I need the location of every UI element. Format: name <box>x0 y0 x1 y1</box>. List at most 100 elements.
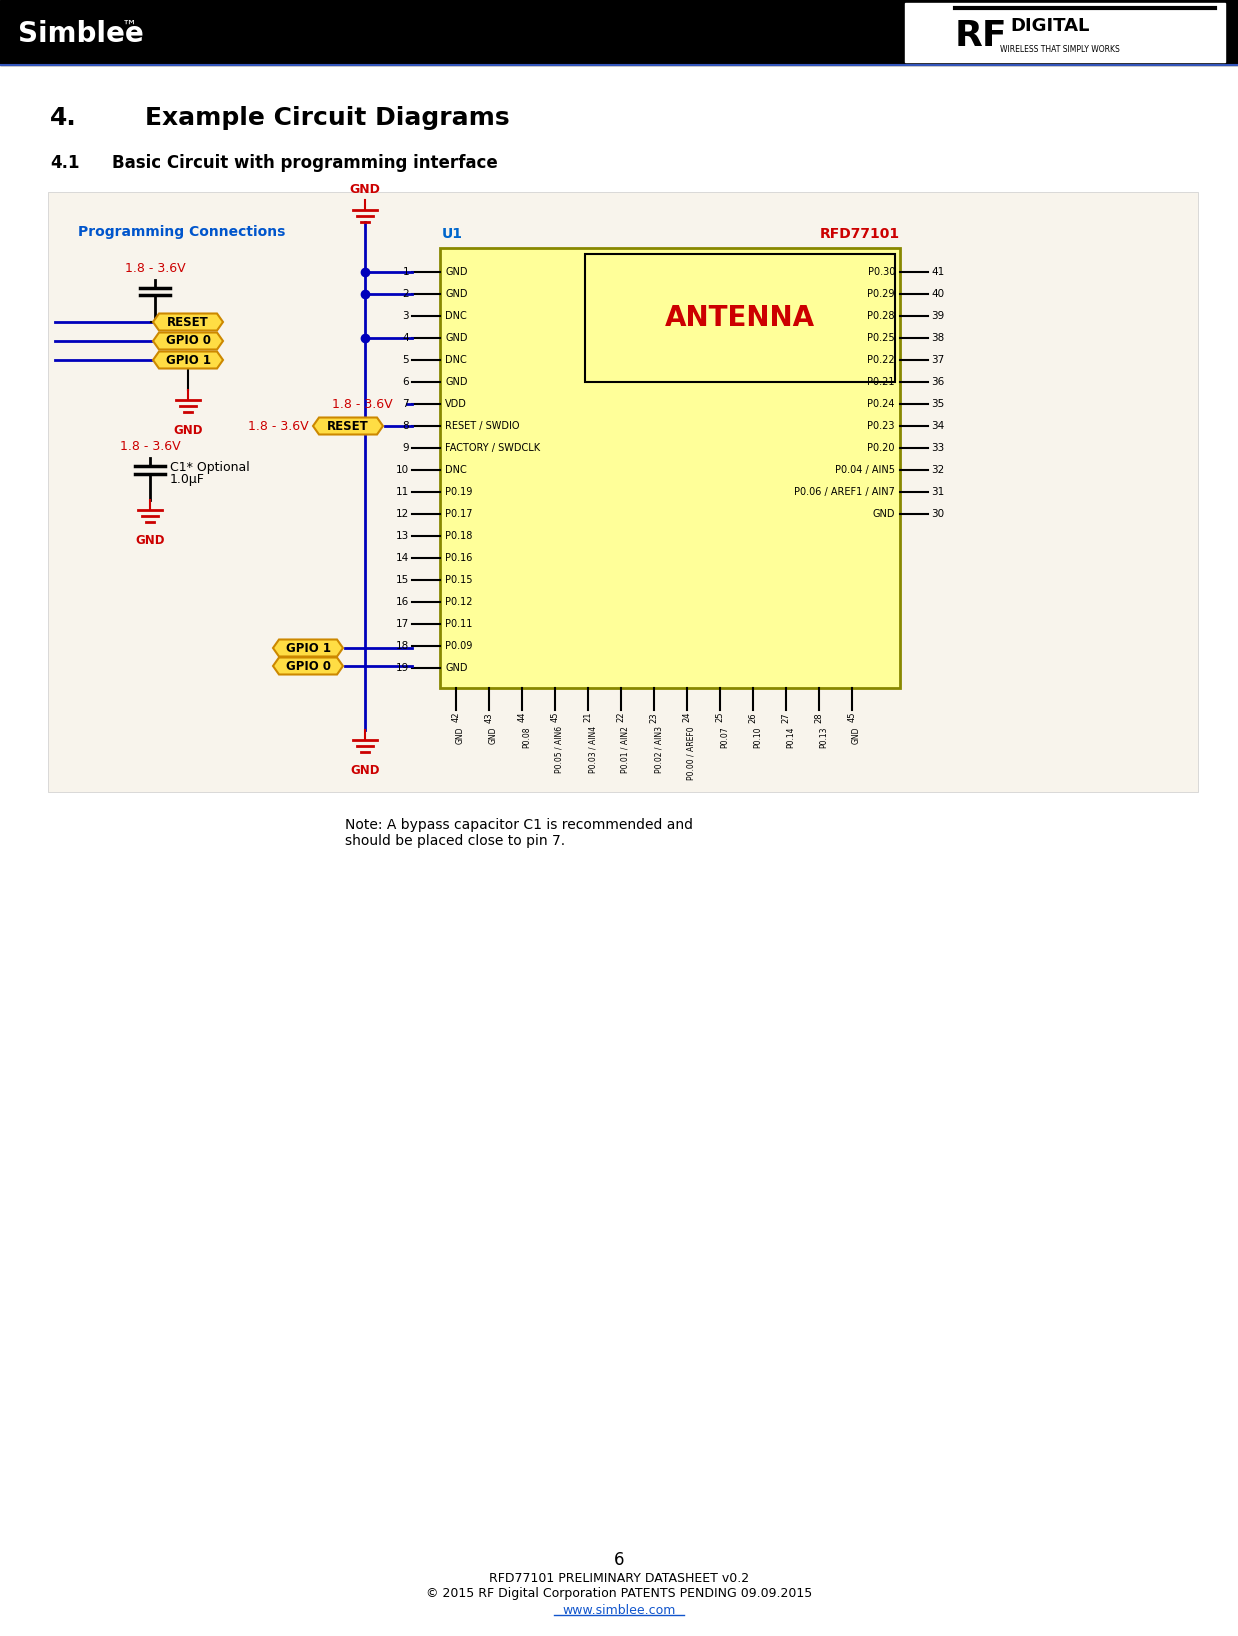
Text: Note: A bypass capacitor C1 is recommended and
should be placed close to pin 7.: Note: A bypass capacitor C1 is recommend… <box>345 818 693 847</box>
Text: C1* Optional: C1* Optional <box>170 460 250 473</box>
Text: ™: ™ <box>123 18 137 33</box>
Text: 4.1: 4.1 <box>50 154 79 172</box>
Text: RFD77101 PRELIMINARY DATASHEET v0.2: RFD77101 PRELIMINARY DATASHEET v0.2 <box>489 1572 749 1585</box>
Text: 6: 6 <box>614 1551 624 1569</box>
Text: 22: 22 <box>617 712 625 723</box>
Text: GND: GND <box>456 726 465 743</box>
Text: GND: GND <box>350 764 380 777</box>
Text: P0.21: P0.21 <box>868 376 895 388</box>
Text: 18: 18 <box>396 641 409 651</box>
Text: 1.8 - 3.6V: 1.8 - 3.6V <box>332 398 392 411</box>
Polygon shape <box>154 314 223 330</box>
Text: 1.8 - 3.6V: 1.8 - 3.6V <box>125 262 186 275</box>
Text: P0.12: P0.12 <box>444 597 473 607</box>
Text: P0.29: P0.29 <box>868 290 895 299</box>
Text: 25: 25 <box>716 712 724 723</box>
Text: 4.: 4. <box>50 106 77 129</box>
Text: P0.03 / AIN4: P0.03 / AIN4 <box>588 726 597 774</box>
Text: GND: GND <box>444 267 468 276</box>
Text: 9: 9 <box>402 443 409 453</box>
Text: P0.16: P0.16 <box>444 553 473 563</box>
Text: 3: 3 <box>402 311 409 321</box>
Text: GND: GND <box>444 290 468 299</box>
Text: P0.11: P0.11 <box>444 618 473 628</box>
Text: GND: GND <box>135 533 165 546</box>
Text: 30: 30 <box>931 509 945 519</box>
Polygon shape <box>274 658 343 674</box>
Text: VDD: VDD <box>444 399 467 409</box>
Text: 17: 17 <box>396 618 409 628</box>
Text: 40: 40 <box>931 290 945 299</box>
Text: GPIO 1: GPIO 1 <box>166 353 210 366</box>
Text: 15: 15 <box>396 574 409 586</box>
Text: P0.07: P0.07 <box>721 726 729 748</box>
Text: GPIO 1: GPIO 1 <box>286 641 331 654</box>
Text: 43: 43 <box>484 712 494 723</box>
Text: 16: 16 <box>396 597 409 607</box>
Text: P0.14: P0.14 <box>786 726 795 748</box>
Text: 33: 33 <box>931 443 945 453</box>
Text: GND: GND <box>489 726 498 743</box>
Text: 45: 45 <box>551 712 560 723</box>
Text: P0.28: P0.28 <box>868 311 895 321</box>
Text: 1.0μF: 1.0μF <box>170 473 204 486</box>
Text: P0.23: P0.23 <box>868 420 895 430</box>
Text: 37: 37 <box>931 355 945 365</box>
Text: 1.8 - 3.6V: 1.8 - 3.6V <box>249 419 310 432</box>
Text: P0.19: P0.19 <box>444 488 473 497</box>
Text: 28: 28 <box>815 712 823 723</box>
Polygon shape <box>154 352 223 368</box>
Polygon shape <box>154 332 223 350</box>
Text: P0.20: P0.20 <box>868 443 895 453</box>
Bar <box>48 191 1198 792</box>
Text: DNC: DNC <box>444 465 467 474</box>
Text: 36: 36 <box>931 376 945 388</box>
Text: P0.09: P0.09 <box>444 641 473 651</box>
Text: © 2015 RF Digital Corporation PATENTS PENDING 09.09.2015: © 2015 RF Digital Corporation PATENTS PE… <box>426 1587 812 1600</box>
Text: GND: GND <box>173 424 203 437</box>
Text: GND: GND <box>444 334 468 344</box>
Text: 32: 32 <box>931 465 945 474</box>
Text: P0.24: P0.24 <box>868 399 895 409</box>
Text: P0.17: P0.17 <box>444 509 473 519</box>
Text: GND: GND <box>852 726 860 743</box>
Text: GPIO 0: GPIO 0 <box>286 659 331 672</box>
Text: 7: 7 <box>402 399 409 409</box>
Text: GND: GND <box>444 376 468 388</box>
Text: 1.8 - 3.6V: 1.8 - 3.6V <box>120 440 181 453</box>
Text: DNC: DNC <box>444 311 467 321</box>
Text: 2: 2 <box>402 290 409 299</box>
Text: 45: 45 <box>848 712 857 723</box>
Text: RESET / SWDIO: RESET / SWDIO <box>444 420 520 430</box>
Text: P0.13: P0.13 <box>820 726 828 748</box>
Text: 19: 19 <box>396 663 409 672</box>
Text: DIGITAL: DIGITAL <box>1010 16 1089 34</box>
Text: 21: 21 <box>583 712 593 723</box>
Text: RF: RF <box>954 20 1008 52</box>
Text: P0.06 / AREF1 / AIN7: P0.06 / AREF1 / AIN7 <box>794 488 895 497</box>
Text: 5: 5 <box>402 355 409 365</box>
Text: Basic Circuit with programming interface: Basic Circuit with programming interface <box>111 154 498 172</box>
Bar <box>439 249 900 689</box>
Text: 27: 27 <box>781 712 791 723</box>
Text: 39: 39 <box>931 311 945 321</box>
Text: RESET: RESET <box>167 316 209 329</box>
Text: RESET: RESET <box>327 419 369 432</box>
Bar <box>586 254 895 381</box>
Text: 10: 10 <box>396 465 409 474</box>
Text: ANTENNA: ANTENNA <box>665 304 815 332</box>
Text: 38: 38 <box>931 334 945 344</box>
Text: P0.18: P0.18 <box>444 532 473 542</box>
Text: 23: 23 <box>650 712 659 723</box>
Text: P0.30: P0.30 <box>868 267 895 276</box>
Text: P0.15: P0.15 <box>444 574 473 586</box>
Text: 8: 8 <box>402 420 409 430</box>
Text: 11: 11 <box>396 488 409 497</box>
Text: 13: 13 <box>396 532 409 542</box>
Text: 26: 26 <box>749 712 758 723</box>
Text: 24: 24 <box>682 712 692 723</box>
Text: 35: 35 <box>931 399 945 409</box>
Polygon shape <box>274 640 343 656</box>
Text: P0.05 / AIN6: P0.05 / AIN6 <box>555 726 565 774</box>
Text: P0.22: P0.22 <box>868 355 895 365</box>
